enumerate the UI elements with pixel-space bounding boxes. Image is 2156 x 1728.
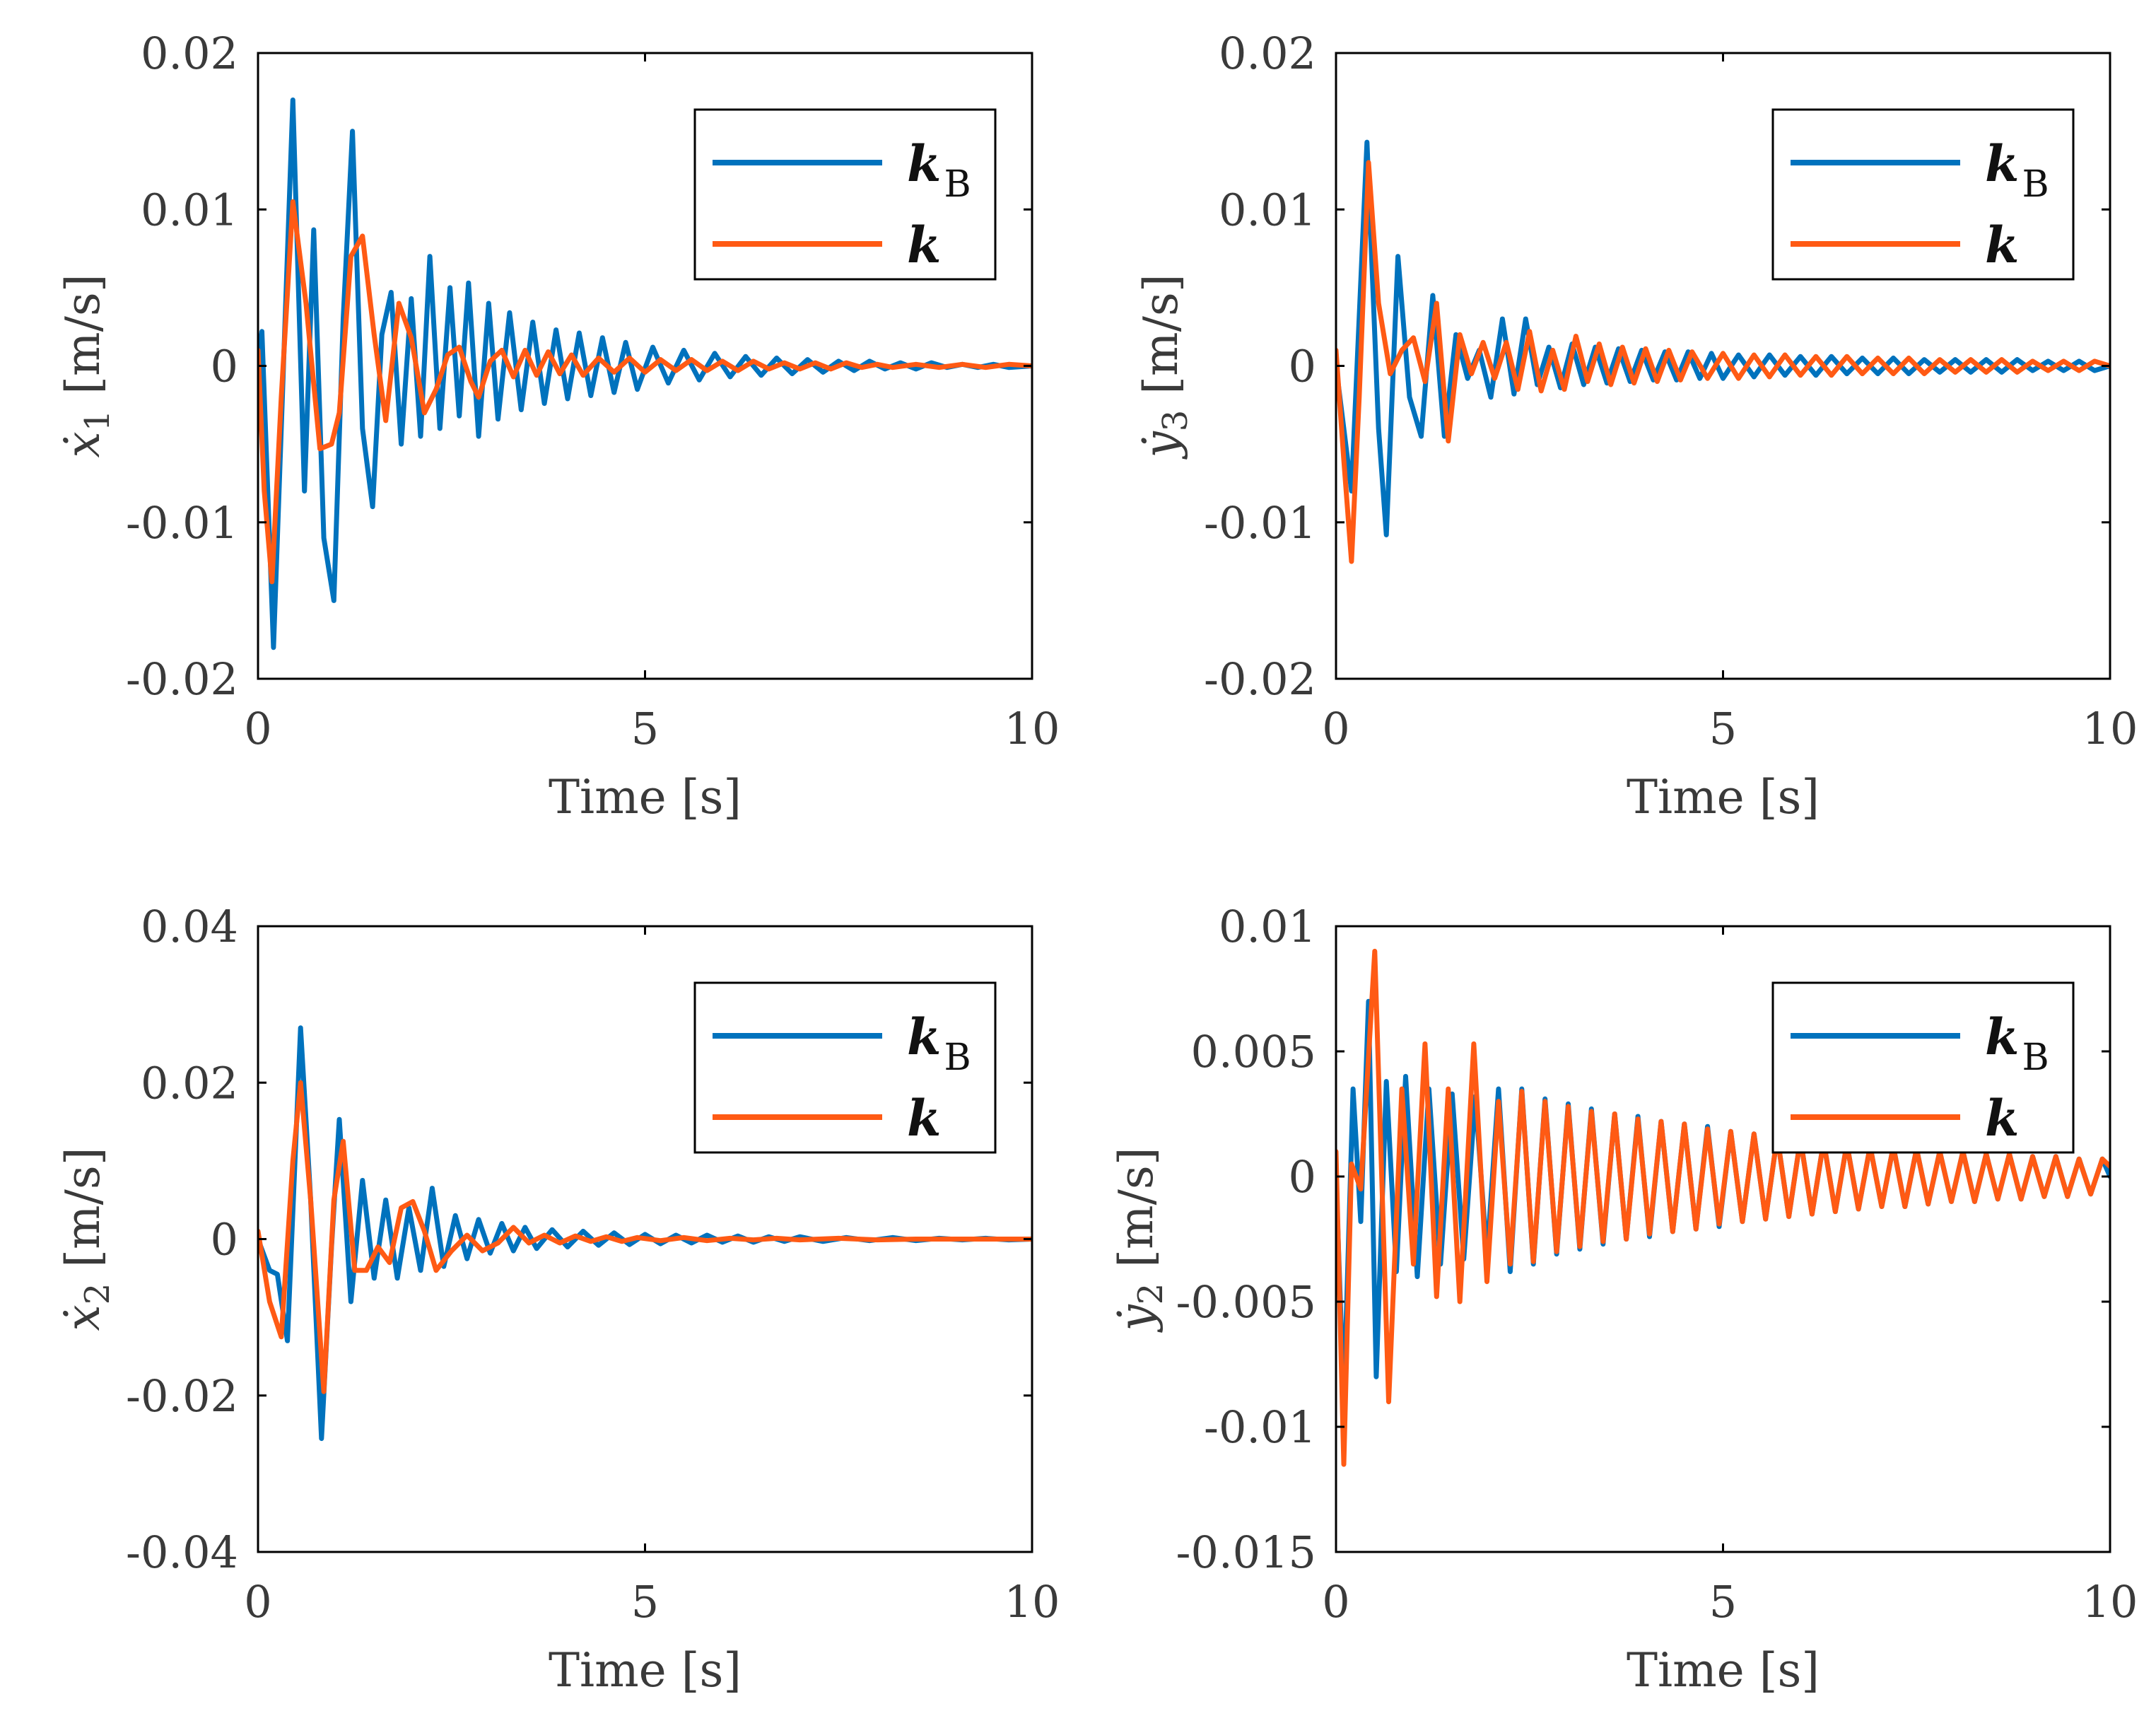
legend-label-main: k [907,216,942,274]
y-tick-label: 0.04 [141,901,238,952]
chart-panel-y3: 0 5 10 -0.02 -0.01 0 0.01 0.02 Time [s] ẏ3 [m/s] kB… [1134,28,2138,824]
legend-label-main: k [1985,134,2020,193]
x-tick-label: 5 [631,1576,659,1628]
y-tick-label: -0.01 [1204,1401,1316,1453]
y-tick-label: 0.01 [1219,184,1316,235]
legend-label-k: k [1985,216,2020,274]
x-tick-label: 0 [244,703,271,754]
y-axis-label-sub: 3 [1156,410,1195,432]
y-tick-label: 0.02 [141,1057,238,1109]
y-tick-label: -0.01 [126,497,238,549]
y-tick-label: 0.02 [1219,28,1316,79]
y-tick-label: 0.02 [141,28,238,79]
y-tick-label: 0 [1289,1151,1316,1203]
x-tick-label: 10 [1004,1576,1060,1628]
legend-label-kB: kB [907,134,971,206]
legend-label-sub: B [944,163,971,206]
x-axis-label: Time [s] [549,770,742,824]
x-axis-label: Time [s] [1627,770,1820,824]
y-tick-label: -0.02 [126,1370,238,1422]
y-axis-label-var: ẋ [56,1304,110,1331]
legend: kBk [1771,108,2075,281]
y-tick-label: -0.02 [1204,653,1316,705]
y-axis-label: ẏ3 [m/s] [1134,274,1195,460]
legend-label-main: k [907,1089,942,1148]
legend-label-main: k [1985,216,2020,274]
x-tick-label: 0 [1322,1576,1349,1628]
y-tick-label: 0.01 [1219,901,1316,952]
x-axis-label: Time [s] [1627,1643,1820,1698]
x-tick-label: 10 [1004,703,1060,754]
y-axis-label: ẏ2 [m/s] [1109,1147,1171,1333]
y-tick-label: -0.015 [1176,1526,1316,1578]
x-tick-label: 0 [244,1576,271,1628]
legend-label-main: k [1985,1008,2020,1066]
x-tick-label: 5 [631,703,659,754]
legend-box [1771,981,2075,1154]
legend-label-k: k [1985,1089,2020,1148]
series-line-k [258,199,1032,585]
series-line-kB [258,97,1032,650]
x-tick-label: 10 [2082,1576,2138,1628]
legend-label-main: k [1985,1089,2020,1148]
y-axis-label-sub: 2 [1131,1283,1171,1305]
y-axis-label-unit: [m/s] [56,1148,110,1268]
y-tick-label: 0.005 [1191,1026,1317,1078]
y-axis-label: ẋ2 [m/s] [56,1148,117,1331]
legend: kBk [693,981,997,1154]
legend: kBk [693,108,997,281]
y-axis-label-unit: [m/s] [1134,274,1188,394]
legend-label-k: k [907,1089,942,1148]
legend-box [693,981,997,1154]
legend-label-sub: B [2022,163,2049,206]
x-axis-label: Time [s] [549,1643,742,1698]
y-axis-label-unit: [m/s] [1109,1147,1164,1267]
y-axis-label-sub: 2 [78,1283,117,1305]
y-tick-label: -0.04 [126,1526,238,1578]
y-axis-label-var: ẋ [56,431,110,457]
legend: kBk [1771,981,2075,1154]
y-axis-label-unit: [m/s] [56,274,110,395]
y-tick-label: -0.01 [1204,497,1316,549]
legend-label-kB: kB [907,1008,971,1079]
y-tick-label: 0 [211,1214,238,1266]
y-axis-label-var: ẏ [1134,431,1188,460]
legend-label-kB: kB [1985,1008,2049,1079]
legend-label-kB: kB [1985,134,2049,206]
y-axis-label-sub: 1 [78,410,117,432]
y-tick-label: 0.01 [141,184,238,235]
legend-label-main: k [907,134,942,193]
y-tick-label: 0 [211,341,238,392]
x-tick-label: 0 [1322,703,1349,754]
y-tick-label: -0.02 [126,653,238,705]
chart-panel-y2: 0 5 10 -0.015 -0.01 -0.005 0 0.005 0.01 Time [s] ẏ… [1109,901,2138,1698]
series-line-kB [1336,139,2110,537]
y-tick-label: -0.005 [1176,1276,1316,1328]
y-tick-label: 0 [1289,341,1316,392]
x-tick-label: 10 [2082,703,2138,754]
legend-label-sub: B [944,1037,971,1079]
x-tick-label: 5 [1709,1576,1737,1628]
y-axis-label-var: ẏ [1109,1304,1164,1333]
y-axis-label: ẋ1 [m/s] [56,274,117,458]
legend-box [693,108,997,281]
legend-label-k: k [907,216,942,274]
series-line-k [258,1080,1032,1394]
legend-label-main: k [907,1008,942,1066]
series-line-k [1336,160,2110,564]
legend-label-sub: B [2022,1037,2049,1079]
chart-panel-x1: 0 5 10 -0.02 -0.01 0 0.01 0.02 Time [s] ẋ1 [m/s] kB… [56,28,1060,824]
series-line-k [1336,948,2110,1467]
legend-box [1771,108,2075,281]
chart-panel-x2: 0 5 10 -0.04 -0.02 0 0.02 0.04 Time [s] ẋ2 [m/s] kB… [56,901,1060,1698]
x-tick-label: 5 [1709,703,1737,754]
